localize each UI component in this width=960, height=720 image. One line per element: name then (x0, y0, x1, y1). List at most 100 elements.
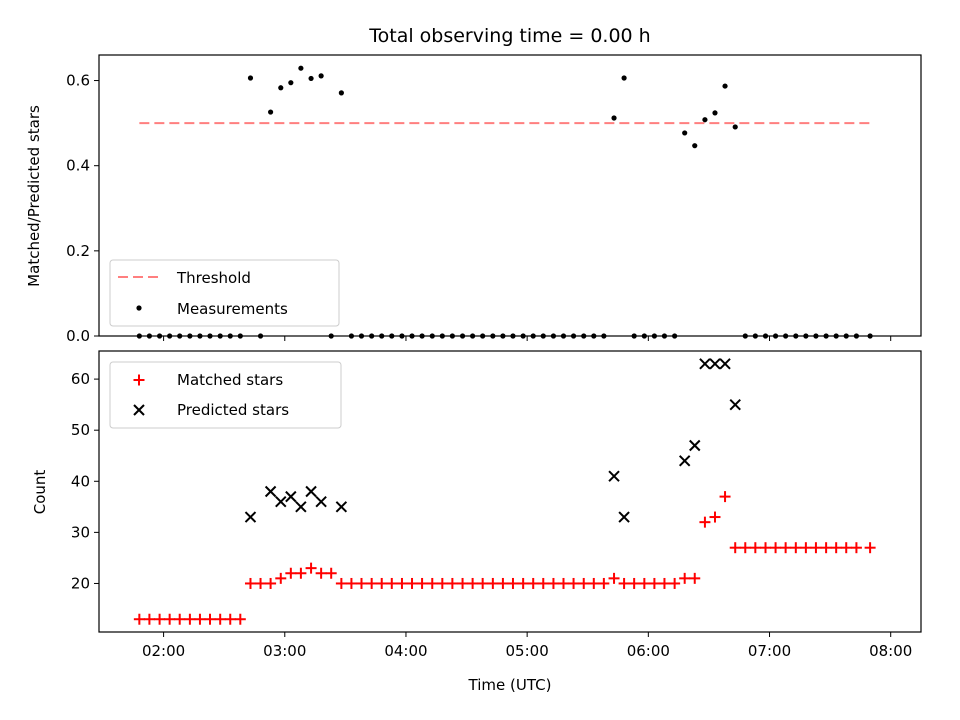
legend-predicted-marker (133, 404, 145, 416)
matched-star-point (315, 567, 327, 579)
counts-y-axis-label: Count (31, 470, 49, 515)
legend-threshold-label: Threshold (176, 269, 251, 287)
predicted-star-point (244, 511, 257, 523)
matched-star-point (830, 542, 842, 554)
counts-legend-box (109, 361, 342, 429)
y-tick-label: 60 (71, 370, 90, 388)
measurement-point (288, 80, 294, 86)
panel-ratio: Matched/Predicted stars 0.0 0.2 0.4 0.6 Thr… (25, 54, 922, 345)
measurement-point (661, 333, 668, 339)
matched-star-point (255, 577, 267, 589)
matched-star-point (760, 542, 772, 554)
measurement-point (500, 333, 506, 339)
measurement-point (540, 333, 546, 339)
matched-star-point (517, 577, 529, 589)
measurement-point (348, 333, 355, 339)
matched-star-point (749, 542, 761, 554)
measurement-point (399, 333, 405, 339)
measurement-point (591, 333, 597, 339)
measurement-point (682, 130, 688, 136)
measurement-point (429, 333, 435, 339)
matched-star-point (648, 577, 660, 589)
measurement-point (560, 333, 567, 339)
y-tick-label: 0.0 (66, 327, 90, 345)
measurement-point (853, 333, 860, 339)
matched-star-point (537, 577, 549, 589)
matched-star-point (790, 542, 802, 554)
predicted-star-point (305, 485, 317, 498)
measurement-point (328, 333, 334, 339)
measurement-point (843, 333, 849, 339)
measurement-point (187, 333, 193, 339)
measurement-point (207, 333, 213, 339)
x-tick-label: 04:00 (384, 642, 427, 660)
matched-star-point (527, 577, 539, 589)
matched-star-point (864, 542, 876, 554)
measurement-point (227, 333, 233, 339)
measurement-point (783, 333, 789, 339)
chart-title: Total observing time = 0.00 h (368, 25, 650, 47)
matched-star-point (244, 577, 256, 589)
measurement-point (530, 333, 536, 339)
predicted-star-point (285, 490, 297, 503)
measurement-point (217, 333, 223, 339)
measurement-point (823, 333, 829, 339)
predicted-star-point (689, 439, 701, 452)
matched-star-point (638, 577, 650, 589)
predicted-star-point (678, 455, 691, 467)
matched-star-point (305, 562, 317, 574)
measurement-point (803, 333, 809, 339)
measurement-point (298, 65, 304, 71)
matched-star-point (325, 567, 337, 579)
matched-star-point (174, 613, 186, 625)
matched-stars-points (133, 491, 876, 625)
matched-star-point (224, 613, 236, 625)
matched-star-point (335, 577, 347, 589)
measurement-point (419, 333, 425, 339)
measurement-point (197, 333, 203, 339)
panel-counts: Count Time (UTC) 20 30 40 50 60 02:00 03:00 04… (31, 350, 922, 694)
matched-star-point (143, 613, 155, 625)
matched-star-point (739, 542, 751, 554)
y-tick-label: 50 (71, 421, 90, 439)
x-tick-label: 03:00 (263, 642, 306, 660)
measurement-point (146, 333, 153, 339)
x-axis-label: Time (UTC) (468, 676, 552, 694)
matched-star-point (416, 577, 428, 589)
measurement-point (702, 117, 708, 123)
y-tick-label: 30 (71, 523, 90, 541)
predicted-star-point (275, 496, 287, 508)
matched-star-point (426, 577, 438, 589)
matched-star-point (507, 577, 519, 589)
matched-star-point (285, 567, 297, 579)
measurement-point (611, 115, 617, 121)
matched-star-point (547, 577, 559, 589)
matched-star-point (164, 613, 176, 625)
matched-star-point (669, 577, 681, 589)
measurement-point (621, 75, 627, 81)
x-tick-label: 06:00 (627, 642, 670, 660)
matched-star-point (729, 542, 741, 554)
matched-star-point (446, 577, 458, 589)
ratio-y-ticks: 0.0 0.2 0.4 0.6 (66, 72, 99, 345)
x-tick-label: 07:00 (748, 642, 791, 660)
legend-measurements-swatch (136, 305, 142, 311)
measurement-point (672, 333, 678, 339)
measurement-point (867, 333, 873, 339)
measurement-point (338, 90, 344, 96)
matched-star-point (497, 577, 509, 589)
counts-y-ticks: 20 30 40 50 60 (71, 370, 99, 592)
matched-star-point (568, 577, 580, 589)
legend-measurements-label: Measurements (177, 300, 288, 318)
matched-star-point (628, 577, 640, 589)
matched-star-point (406, 577, 418, 589)
matched-star-point (578, 577, 590, 589)
measurement-point (449, 333, 455, 339)
predicted-star-point (729, 398, 741, 411)
predicted-star-point (618, 511, 630, 523)
matched-star-point (376, 577, 388, 589)
measurement-point (520, 333, 526, 339)
predicted-star-point (264, 485, 277, 498)
measurement-point (278, 85, 284, 91)
